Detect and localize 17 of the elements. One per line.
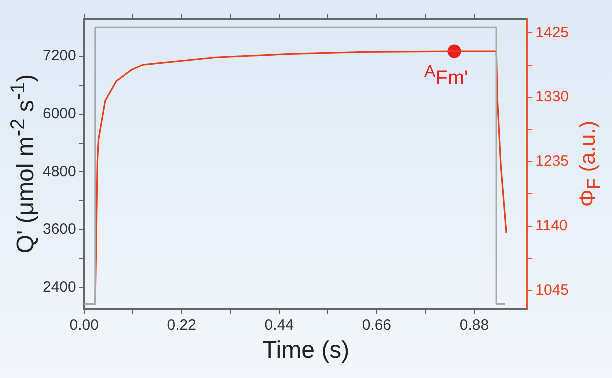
y-tick-label: 4800 (42, 163, 76, 180)
annotation: $^{A}$Fm' (424, 62, 468, 90)
y-tick-label: 3600 (42, 221, 76, 238)
x-axis-title: Time (s) (262, 337, 350, 365)
y2-tick-label: 1045 (536, 282, 570, 299)
x-tick-label: 0.66 (362, 317, 392, 334)
y-tick-label: 2400 (42, 278, 76, 296)
x-tick-label: 0.22 (167, 317, 196, 334)
y2-tick-label: 1330 (536, 88, 570, 106)
x-tick-label: 0.44 (264, 317, 294, 334)
x-tick-label: 0.88 (460, 317, 490, 334)
y-tick-label: 6000 (42, 106, 76, 123)
y2-tick-label: 1140 (536, 217, 568, 234)
x-tick-label: 0.00 (70, 317, 99, 334)
y2-tick-label: 1425 (536, 24, 570, 42)
y-tick-label: 7200 (42, 48, 76, 65)
y2-tick-label: 1235 (536, 153, 570, 170)
